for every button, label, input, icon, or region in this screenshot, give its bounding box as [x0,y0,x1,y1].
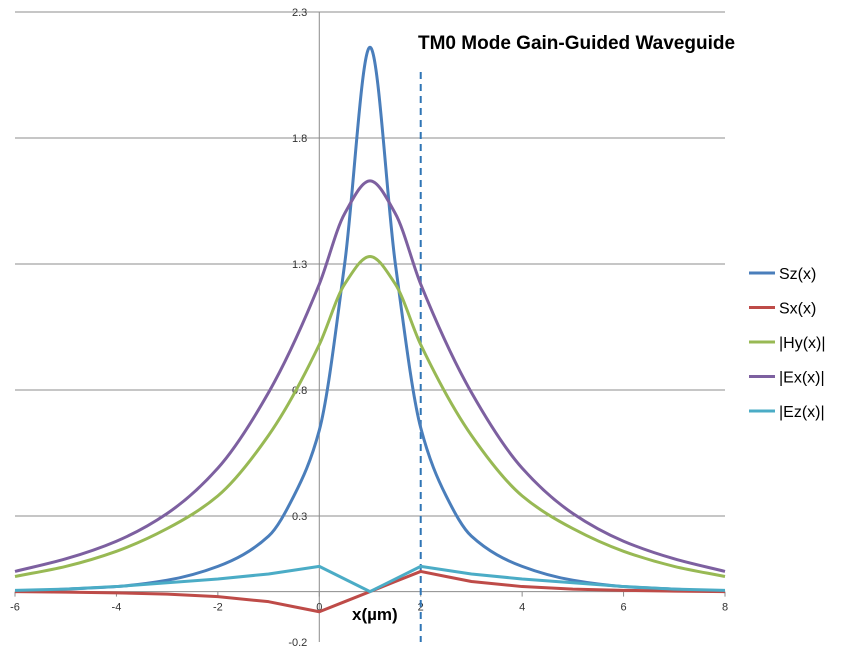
chart-title: TM0 Mode Gain-Guided Waveguide [418,33,735,54]
y-tick-label: -0.2 [288,637,307,649]
legend-label: Sx(x) [779,301,816,318]
y-tick-label: 0.3 [292,511,307,523]
series-line-4 [14,564,726,594]
series-line-2 [14,254,726,578]
x-tick-label: -2 [213,602,223,614]
x-tick-label: -6 [10,602,20,614]
axes [14,12,726,642]
y-tick-label: 1.8 [292,133,307,145]
legend-label: |Hy(x)| [779,335,826,352]
gridlines [15,11,725,517]
x-tick-label: 6 [621,602,627,614]
y-tick-label: 2.3 [292,7,307,19]
y-tick-labels: -0.20.30.81.31.82.3 [288,7,307,649]
series-line-0 [14,45,726,594]
x-tick-label: 4 [519,602,525,614]
y-tick-label: 1.3 [292,259,307,271]
legend-label: |Ez(x)| [779,404,825,421]
series-line-3 [14,179,726,573]
series-lines [14,45,726,614]
x-axis-label: x(µm) [352,605,398,624]
x-tick-label: 0 [316,602,322,614]
legend-label: |Ex(x)| [779,370,825,387]
x-tick-label: 8 [722,602,728,614]
x-tick-label: 2 [418,602,424,614]
legend: Sz(x) Sx(x) |Hy(x)| |Ex(x)| |Ez(x)| [749,266,826,421]
legend-label: Sz(x) [779,266,816,283]
x-tick-labels: -6 -4 -2 0 2 4 6 8 [10,602,728,614]
x-tick-label: -4 [112,602,122,614]
